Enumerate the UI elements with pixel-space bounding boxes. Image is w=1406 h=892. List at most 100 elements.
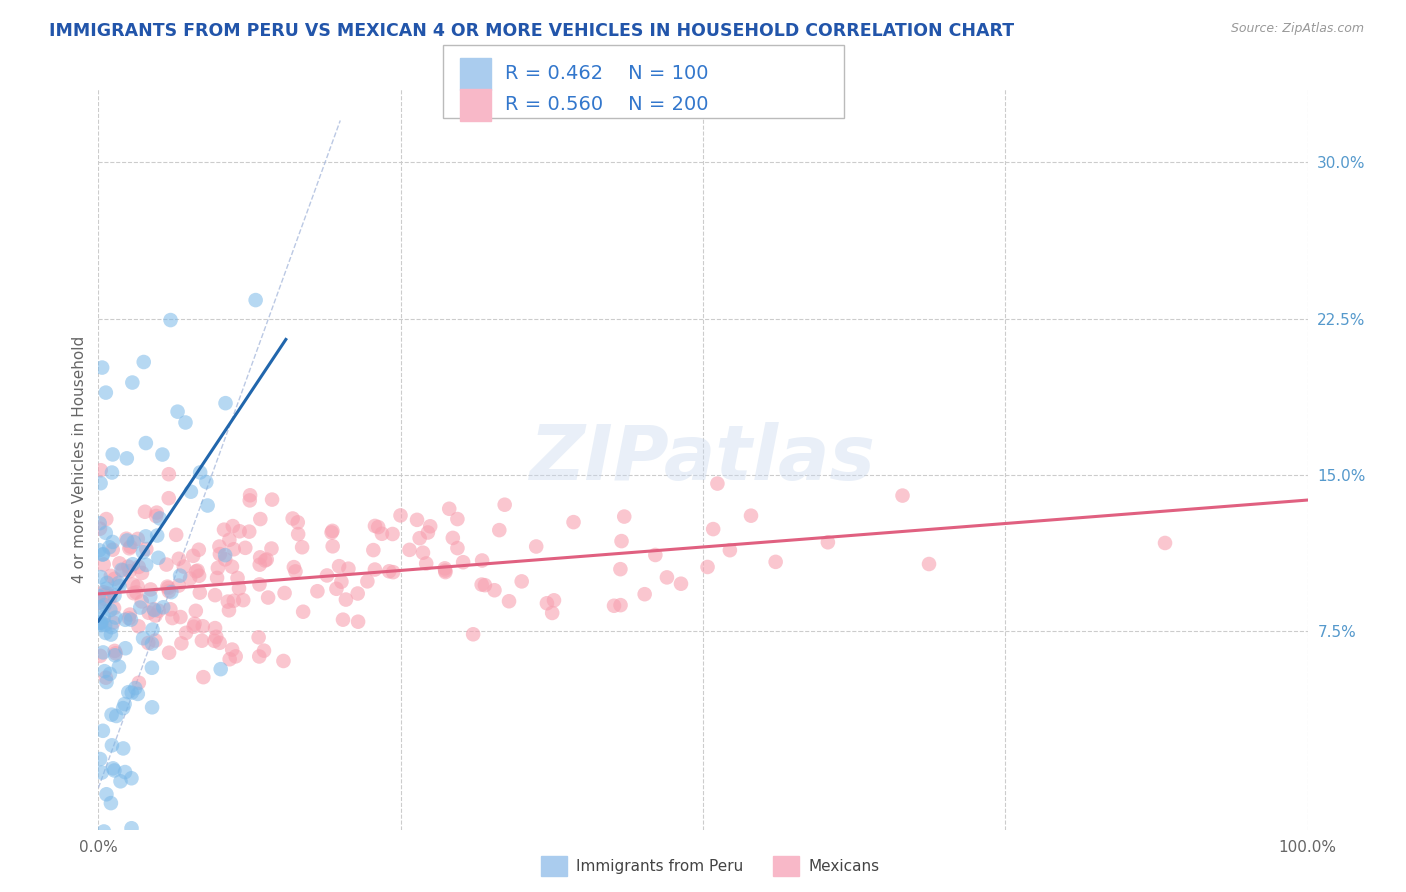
Point <box>94 618 117 632</box>
Point <box>159 602 181 616</box>
Point <box>702 522 724 536</box>
Point <box>484 583 506 598</box>
Point <box>247 630 270 644</box>
Point <box>121 558 143 572</box>
Point <box>91 723 114 738</box>
Point <box>94 592 117 607</box>
Point <box>247 649 270 664</box>
Point <box>188 568 211 582</box>
Point <box>134 505 156 519</box>
Point <box>100 707 122 722</box>
Point <box>121 376 143 390</box>
Point <box>204 621 226 635</box>
Point <box>93 585 115 599</box>
Point <box>145 633 167 648</box>
Point <box>239 493 262 508</box>
Point <box>114 613 136 627</box>
Point <box>363 543 385 558</box>
Point <box>93 598 115 612</box>
Point <box>262 492 284 507</box>
Point <box>183 616 205 631</box>
Point <box>382 565 405 579</box>
Point <box>128 619 150 633</box>
Point <box>364 519 387 533</box>
Point <box>128 675 150 690</box>
Point <box>562 515 585 529</box>
Point <box>283 560 305 574</box>
Point <box>1154 536 1177 550</box>
Point <box>204 588 226 602</box>
Point <box>167 551 190 566</box>
Point <box>316 568 339 582</box>
Point <box>330 574 353 589</box>
Point <box>121 822 143 836</box>
Point <box>191 633 214 648</box>
Point <box>115 532 138 546</box>
Point <box>141 637 163 651</box>
Point <box>188 466 211 480</box>
Point <box>655 570 678 584</box>
Point <box>209 662 232 676</box>
Point <box>101 466 124 480</box>
Point <box>378 564 401 578</box>
Point <box>228 582 250 596</box>
Point <box>260 541 283 556</box>
Point <box>208 540 231 554</box>
Point <box>287 527 309 541</box>
Point <box>222 542 245 557</box>
Point <box>103 589 125 603</box>
Point <box>415 557 437 571</box>
Point <box>104 644 127 658</box>
Point <box>135 558 157 572</box>
Point <box>347 615 370 629</box>
Point <box>222 519 245 533</box>
Point <box>90 618 112 632</box>
Point <box>152 448 174 462</box>
Point <box>125 585 148 599</box>
Point <box>121 685 143 699</box>
Point <box>273 654 295 668</box>
Point <box>111 563 134 577</box>
Point <box>136 636 159 650</box>
Point <box>141 623 163 637</box>
Point <box>292 605 315 619</box>
Point <box>254 553 277 567</box>
Point <box>96 512 118 526</box>
Text: R = 0.560    N = 200: R = 0.560 N = 200 <box>505 95 709 114</box>
Point <box>94 385 117 400</box>
Point <box>145 608 167 623</box>
Point <box>696 560 718 574</box>
Point <box>131 594 153 608</box>
Point <box>195 475 218 489</box>
Point <box>765 555 787 569</box>
Point <box>115 533 138 548</box>
Point <box>212 523 235 537</box>
Text: R = 0.462    N = 100: R = 0.462 N = 100 <box>505 64 709 83</box>
Point <box>494 498 516 512</box>
Point <box>117 685 139 699</box>
Point <box>162 611 184 625</box>
Point <box>124 681 146 695</box>
Point <box>740 508 762 523</box>
Point <box>160 585 183 599</box>
Point <box>114 765 136 780</box>
Point <box>284 565 307 579</box>
Point <box>157 646 180 660</box>
Point <box>127 579 149 593</box>
Point <box>89 543 111 558</box>
Point <box>93 588 115 602</box>
Point <box>187 542 209 557</box>
Point <box>91 548 114 562</box>
Point <box>226 571 249 585</box>
Point <box>169 610 191 624</box>
Point <box>103 615 125 630</box>
Point <box>434 564 457 578</box>
Point <box>202 633 225 648</box>
Point <box>100 627 122 641</box>
Point <box>156 580 179 594</box>
Point <box>93 664 115 678</box>
Point <box>188 585 211 599</box>
Point <box>225 649 247 664</box>
Point <box>127 687 149 701</box>
Point <box>256 552 278 566</box>
